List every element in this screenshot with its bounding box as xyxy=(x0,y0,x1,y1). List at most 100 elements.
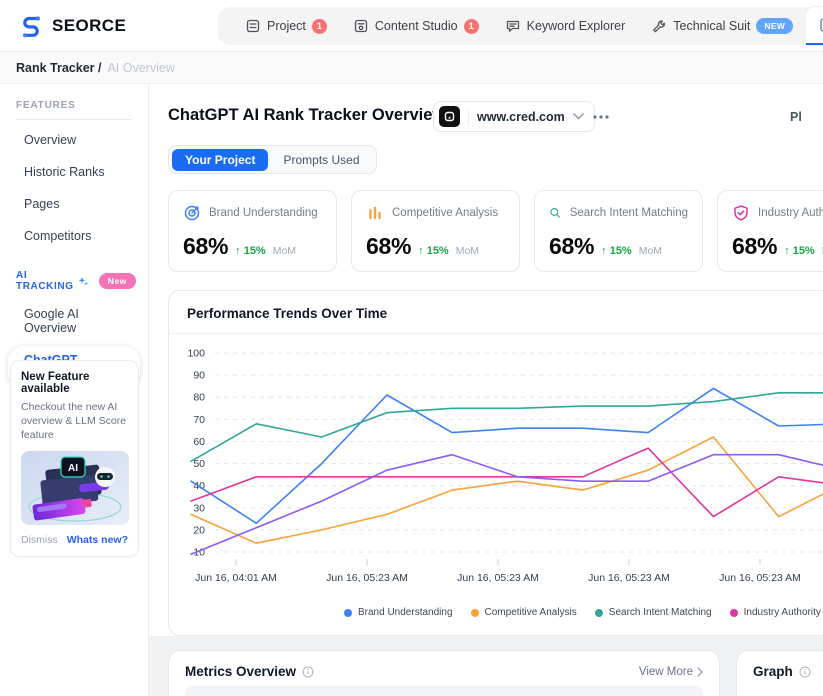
search-icon xyxy=(550,208,561,218)
legend-item-competitive-analysis[interactable]: Competitive Analysis xyxy=(470,607,577,618)
metric-value: 68% xyxy=(183,233,229,259)
svg-text:30: 30 xyxy=(193,502,205,514)
svg-text:Jun 16, 05:23 AM: Jun 16, 05:23 AM xyxy=(457,572,539,584)
sidebar-section-features: FEATURES xyxy=(16,100,76,111)
metric-card-header: Brand Understanding xyxy=(183,204,322,222)
domain-selector[interactable]: www.cred.com xyxy=(433,101,595,132)
feature-illustration: AI xyxy=(21,450,129,525)
nav-item-rank-tracker[interactable]: Rank Tracker xyxy=(806,7,823,45)
sidebar-item-overview[interactable]: Overview xyxy=(24,133,77,147)
chart-line-Brand Understanding xyxy=(190,387,823,525)
legend-item-search-intent-matching[interactable]: Search Intent Matching xyxy=(594,607,712,618)
ai-tracking-label: AI TRACKING xyxy=(16,270,74,292)
tab-your-project[interactable]: Your Project xyxy=(172,148,269,171)
svg-text:80: 80 xyxy=(193,392,205,404)
sidebar-feature-list: Overview Historic Ranks Pages Competitors xyxy=(0,124,148,252)
logo-text: SEORCE xyxy=(52,16,127,35)
svg-text:90: 90 xyxy=(193,370,205,382)
main-content: ChatGPT AI Rank Tracker Overview www.cre… xyxy=(149,84,823,696)
metric-period: MoM xyxy=(455,245,480,257)
legend-dot xyxy=(470,608,479,617)
nav-item-technical-suit[interactable]: Technical Suit NEW xyxy=(638,7,806,45)
metric-delta: ↑ 15% xyxy=(784,245,815,257)
sidebar-item-historic-ranks[interactable]: Historic Ranks xyxy=(24,165,105,179)
promo-whats-new-link[interactable]: Whats new? xyxy=(66,533,128,546)
top-navigation: Project 1 Content Studio 1 Keyword Explorer T… xyxy=(218,7,823,45)
svg-text:60: 60 xyxy=(193,436,205,448)
metric-card-label: Search Intent Matching xyxy=(569,207,688,219)
nav-item-keyword-explorer[interactable]: Keyword Explorer xyxy=(492,7,639,45)
rank-tracker-icon xyxy=(820,18,823,32)
metric-card-2: Search Intent Matching 68% ↑ 15% MoM xyxy=(534,190,703,272)
technical-suit-icon xyxy=(653,20,666,33)
domain-value: www.cred.com xyxy=(477,109,565,124)
svg-text:Jun 16, 04:01 AM: Jun 16, 04:01 AM xyxy=(195,572,277,584)
sidebar-item-google-ai-overview[interactable]: Google AI Overview xyxy=(24,307,79,335)
new-badge: NEW xyxy=(756,18,794,34)
metric-period: MoM xyxy=(272,245,297,257)
metric-card-header: Competitive Analysis xyxy=(366,204,505,222)
metric-card-label: Industry Authority xyxy=(758,207,823,219)
nav-item-content-studio[interactable]: Content Studio 1 xyxy=(340,7,492,45)
metric-cards-row: Brand Understanding 68% ↑ 15% MoM Competitiv… xyxy=(168,190,823,272)
breadcrumb-section[interactable]: Rank Tracker / xyxy=(16,60,102,75)
content-studio-icon xyxy=(354,19,368,33)
chevron-right-icon xyxy=(697,666,703,677)
divider xyxy=(468,107,469,126)
metric-card-label: Brand Understanding xyxy=(209,207,318,219)
feature-promo-card: New Feature available Checkout the new A… xyxy=(10,360,139,557)
nav-item-label: Keyword Explorer xyxy=(526,19,626,33)
ellipsis-icon xyxy=(593,115,609,119)
sidebar: FEATURES Overview Historic Ranks Pages Comp… xyxy=(0,84,149,696)
more-options-button[interactable] xyxy=(589,108,613,126)
legend-label: Competitive Analysis xyxy=(484,607,577,618)
legend-item-brand-understanding[interactable]: Brand Understanding xyxy=(344,607,453,618)
metrics-overview-title: Metrics Overview xyxy=(185,664,297,679)
info-icon xyxy=(799,665,811,678)
nav-item-project[interactable]: Project 1 xyxy=(232,7,340,45)
sidebar-divider xyxy=(16,119,132,120)
chart-title: Performance Trends Over Time xyxy=(187,306,388,321)
ai-tracking-new-badge: New xyxy=(98,273,136,289)
metric-value: 68% xyxy=(549,233,595,259)
sidebar-section-ai-tracking: AI TRACKING New xyxy=(16,270,136,292)
page-title: ChatGPT AI Rank Tracker Overview xyxy=(168,106,446,124)
shield-check-icon xyxy=(734,205,748,221)
truncated-right-label: Pl xyxy=(790,110,802,124)
metric-card-values: 68% ↑ 15% MoM xyxy=(366,233,505,260)
divider xyxy=(169,333,823,334)
graph-header: Graph xyxy=(737,651,823,679)
legend-item-industry-authority[interactable]: Industry Authority xyxy=(729,607,821,618)
metric-card-values: 68% ↑ 15% MoM xyxy=(549,233,688,260)
svg-text:Jun 16, 05:23 AM: Jun 16, 05:23 AM xyxy=(588,572,670,584)
app-logo[interactable]: SEORCE xyxy=(18,13,126,39)
logo-icon xyxy=(22,16,41,38)
svg-text:10: 10 xyxy=(193,547,205,559)
metric-delta: ↑ 15% xyxy=(601,245,632,257)
metric-value: 68% xyxy=(366,233,412,259)
target-icon xyxy=(184,205,200,221)
view-more-link[interactable]: View More xyxy=(639,666,703,678)
svg-text:AI: AI xyxy=(68,463,78,474)
metric-card-header: Search Intent Matching xyxy=(549,204,688,222)
keyword-explorer-icon xyxy=(506,20,519,32)
legend-label: Brand Understanding xyxy=(358,607,453,618)
metric-card-values: 68% ↑ 15% MoM xyxy=(732,233,823,260)
chart-line-Search Intent Matching xyxy=(190,391,823,463)
svg-text:Jun 16, 05:23 AM: Jun 16, 05:23 AM xyxy=(326,572,408,584)
chevron-down-icon xyxy=(572,113,584,120)
promo-description: Checkout the new AI overview & LLM Score… xyxy=(21,401,127,442)
promo-dismiss-button[interactable]: Dismiss xyxy=(21,533,58,546)
performance-trends-card: Performance Trends Over Time 100 90 80 70 60… xyxy=(168,290,823,636)
metric-card-0: Brand Understanding 68% ↑ 15% MoM xyxy=(168,190,337,272)
metric-card-label: Competitive Analysis xyxy=(392,207,499,219)
domain-favicon xyxy=(439,106,460,127)
sidebar-item-pages[interactable]: Pages xyxy=(24,197,60,211)
sidebar-item-competitors[interactable]: Competitors xyxy=(24,229,92,243)
top-bar: SEORCE Project 1 Content Studio 1 Keyword Ex… xyxy=(0,0,823,52)
nav-item-label: Content Studio xyxy=(374,19,458,33)
tab-prompts-used[interactable]: Prompts Used xyxy=(283,152,360,167)
metric-period: MoM xyxy=(822,245,823,257)
metric-value: 68% xyxy=(732,233,778,259)
